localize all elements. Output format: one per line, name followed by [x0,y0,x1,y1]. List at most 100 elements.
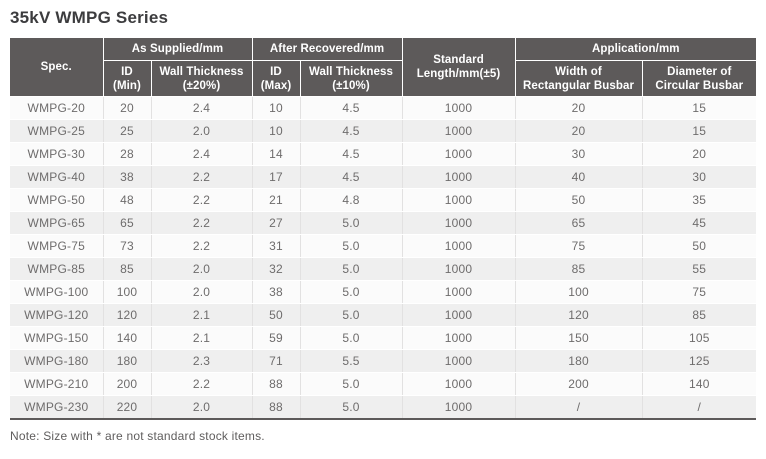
table-row: WMPG-180 180 2.3 71 5.5 1000 180 125 [10,349,757,373]
wall-thickness-20-cell: 2.4 [151,142,253,166]
spec-cell: WMPG-75 [10,234,104,258]
diameter-circ-cell: 140 [642,372,757,396]
wall-thickness-10-cell: 4.5 [300,165,403,189]
footnote: Note: Size with * are not standard stock… [10,429,265,443]
id-max-cell: 88 [252,395,301,420]
wall-thickness-20-cell: 2.0 [151,395,253,420]
wall-thickness-20-cell: 2.2 [151,165,253,189]
width-rect-cell: / [515,395,643,420]
col-group-after-recovered: After Recovered/mm [252,38,403,61]
spec-cell: WMPG-150 [10,326,104,350]
diameter-circ-cell: 15 [642,96,757,120]
table-row: WMPG-120 120 2.1 50 5.0 1000 120 85 [10,303,757,327]
wall-thickness-20-cell: 2.0 [151,257,253,281]
table-row: WMPG-85 85 2.0 32 5.0 1000 85 55 [10,257,757,281]
table-row: WMPG-25 25 2.0 10 4.5 1000 20 15 [10,119,757,143]
standard-length-cell: 1000 [402,395,516,420]
id-max-cell: 31 [252,234,301,258]
spec-cell: WMPG-100 [10,280,104,304]
wall-thickness-10-cell: 5.0 [300,303,403,327]
id-max-cell: 21 [252,188,301,212]
table-row: WMPG-230 220 2.0 88 5.0 1000 / / [10,395,757,420]
id-max-cell: 88 [252,372,301,396]
table-row: WMPG-65 65 2.2 27 5.0 1000 65 45 [10,211,757,235]
page-title: 35kV WMPG Series [10,8,169,27]
spec-cell: WMPG-120 [10,303,104,327]
col-header-id-max: ID (Max) [252,60,301,97]
id-min-cell: 73 [103,234,152,258]
width-rect-cell: 20 [515,119,643,143]
standard-length-cell: 1000 [402,326,516,350]
id-min-cell: 120 [103,303,152,327]
table-row: WMPG-50 48 2.2 21 4.8 1000 50 35 [10,188,757,212]
wall-thickness-10-cell: 5.0 [300,372,403,396]
wall-thickness-10-cell: 5.0 [300,211,403,235]
spec-cell: WMPG-25 [10,119,104,143]
id-max-cell: 50 [252,303,301,327]
wall-thickness-10-cell: 5.0 [300,234,403,258]
spec-cell: WMPG-230 [10,395,104,420]
wall-thickness-20-cell: 2.2 [151,211,253,235]
id-min-cell: 25 [103,119,152,143]
diameter-circ-cell: 15 [642,119,757,143]
header-sub-row: ID (Min) Wall Thickness (±20%) ID (Max) … [10,60,757,97]
col-group-as-supplied: As Supplied/mm [103,38,253,61]
diameter-circ-cell: / [642,395,757,420]
col-header-wall-thickness-20: Wall Thickness (±20%) [151,60,253,97]
header-group-row: Spec. As Supplied/mm After Recovered/mm … [10,38,757,97]
id-min-cell: 20 [103,96,152,120]
id-max-cell: 17 [252,165,301,189]
table-row: WMPG-100 100 2.0 38 5.0 1000 100 75 [10,280,757,304]
wall-thickness-20-cell: 2.0 [151,280,253,304]
standard-length-cell: 1000 [402,280,516,304]
standard-length-cell: 1000 [402,234,516,258]
col-header-standard-length: Standard Length/mm(±5) [402,38,516,97]
col-header-id-min: ID (Min) [103,60,152,97]
diameter-circ-cell: 75 [642,280,757,304]
standard-length-cell: 1000 [402,211,516,235]
table-header: Spec. As Supplied/mm After Recovered/mm … [10,38,757,97]
id-max-cell: 10 [252,96,301,120]
id-min-cell: 38 [103,165,152,189]
spec-cell: WMPG-20 [10,96,104,120]
wall-thickness-10-cell: 4.8 [300,188,403,212]
wall-thickness-20-cell: 2.2 [151,234,253,258]
wall-thickness-10-cell: 4.5 [300,119,403,143]
id-max-cell: 14 [252,142,301,166]
wall-thickness-20-cell: 2.1 [151,326,253,350]
width-rect-cell: 20 [515,96,643,120]
standard-length-cell: 1000 [402,257,516,281]
wall-thickness-10-cell: 4.5 [300,96,403,120]
width-rect-cell: 40 [515,165,643,189]
spec-cell: WMPG-30 [10,142,104,166]
id-max-cell: 27 [252,211,301,235]
width-rect-cell: 120 [515,303,643,327]
id-max-cell: 71 [252,349,301,373]
id-max-cell: 10 [252,119,301,143]
standard-length-cell: 1000 [402,349,516,373]
width-rect-cell: 65 [515,211,643,235]
id-min-cell: 100 [103,280,152,304]
diameter-circ-cell: 35 [642,188,757,212]
id-min-cell: 65 [103,211,152,235]
width-rect-cell: 85 [515,257,643,281]
diameter-circ-cell: 50 [642,234,757,258]
standard-length-cell: 1000 [402,303,516,327]
diameter-circ-cell: 45 [642,211,757,235]
id-min-cell: 48 [103,188,152,212]
spec-cell: WMPG-50 [10,188,104,212]
standard-length-cell: 1000 [402,188,516,212]
width-rect-cell: 200 [515,372,643,396]
spec-cell: WMPG-40 [10,165,104,189]
wall-thickness-20-cell: 2.4 [151,96,253,120]
id-min-cell: 200 [103,372,152,396]
width-rect-cell: 150 [515,326,643,350]
table-row: WMPG-40 38 2.2 17 4.5 1000 40 30 [10,165,757,189]
table-row: WMPG-150 140 2.1 59 5.0 1000 150 105 [10,326,757,350]
id-min-cell: 220 [103,395,152,420]
width-rect-cell: 75 [515,234,643,258]
wall-thickness-10-cell: 5.0 [300,395,403,420]
standard-length-cell: 1000 [402,119,516,143]
spec-table: Spec. As Supplied/mm After Recovered/mm … [10,38,757,420]
